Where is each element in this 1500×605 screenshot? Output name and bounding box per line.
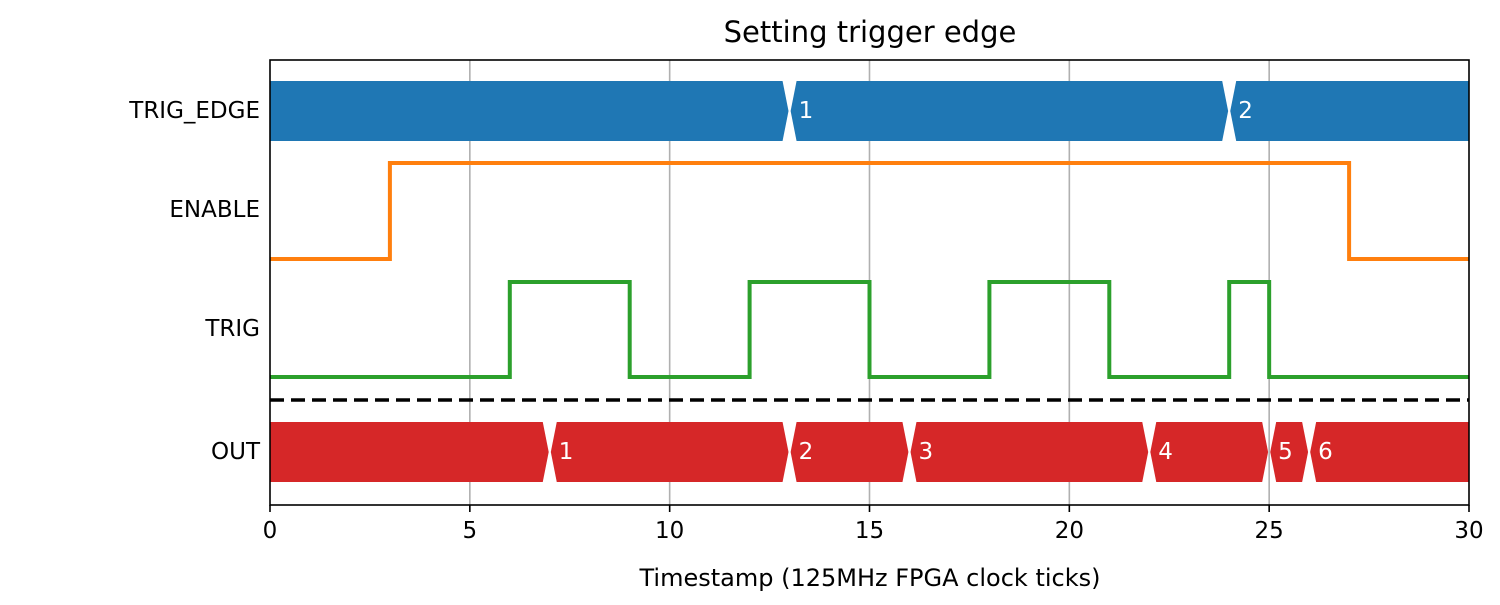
signal-label-enable: ENABLE (169, 197, 260, 223)
out-value-label-4: 4 (1158, 439, 1173, 465)
x-axis-label: Timestamp (125MHz FPGA clock ticks) (639, 564, 1101, 592)
x-tick-label-20: 20 (1055, 518, 1084, 544)
trig-edge-value-label-1: 1 (799, 98, 814, 124)
trig-edge-value-label-2: 2 (1238, 98, 1253, 124)
x-tick-label-15: 15 (855, 518, 884, 544)
x-tick-label-0: 0 (263, 518, 278, 544)
x-tick-label-10: 10 (655, 518, 684, 544)
out-value-label-3: 3 (918, 439, 933, 465)
trig-edge-bus-segment-2 (1230, 81, 1469, 141)
signal-labels: TRIG_EDGE ENABLE TRIG OUT (128, 98, 261, 465)
signal-traces: 1 2 1 2 3 4 5 6 (270, 81, 1469, 482)
trig-edge-bus-segment-1 (790, 81, 1229, 141)
signal-label-trig: TRIG (204, 316, 260, 342)
trig-waveform (270, 280, 1469, 379)
x-tick-label-5: 5 (463, 518, 478, 544)
out-bus-segment-4 (1150, 422, 1269, 482)
signal-label-out: OUT (211, 439, 261, 465)
signal-label-trig-edge: TRIG_EDGE (128, 98, 260, 124)
trig-edge-bus-segment-0 (270, 81, 789, 141)
enable-waveform (270, 161, 1469, 261)
x-tick-label-30: 30 (1454, 518, 1483, 544)
out-bus-segment-3 (910, 422, 1149, 482)
out-bus-segment-2 (790, 422, 909, 482)
out-bus-segment-5 (1270, 422, 1309, 482)
out-value-label-1: 1 (559, 439, 574, 465)
out-bus-segment-0 (270, 422, 549, 482)
chart-title: Setting trigger edge (724, 15, 1017, 49)
out-value-label-2: 2 (799, 439, 814, 465)
x-axis-ticks: 0 5 10 15 20 25 30 (263, 505, 1484, 544)
out-value-label-6: 6 (1318, 439, 1333, 465)
x-tick-label-25: 25 (1255, 518, 1284, 544)
out-bus-segment-6 (1310, 422, 1469, 482)
out-value-label-5: 5 (1278, 439, 1293, 465)
out-bus-segment-1 (550, 422, 789, 482)
